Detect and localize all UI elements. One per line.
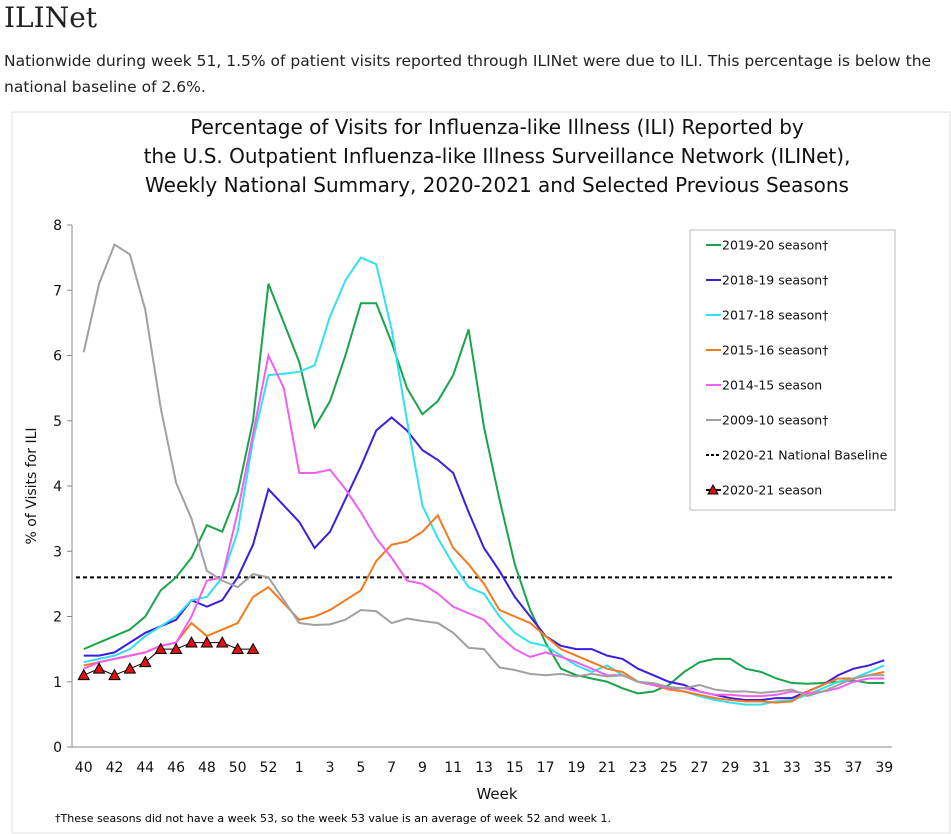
legend-label: 2020-21 season <box>722 483 822 498</box>
y-tick-label: 5 <box>53 414 62 430</box>
chart-frame <box>11 111 951 834</box>
series-line <box>83 256 885 706</box>
point-marker <box>185 636 198 648</box>
x-tick-label: 17 <box>537 760 555 776</box>
x-tick-label: 48 <box>198 760 216 776</box>
point-marker <box>77 668 91 681</box>
point-marker <box>154 642 168 655</box>
x-tick-label: 37 <box>845 760 863 776</box>
x-tick-label: 27 <box>691 760 709 776</box>
page-title: ILINet <box>4 1 98 34</box>
point-marker <box>246 642 260 655</box>
chart-title: Weekly National Summary, 2020-2021 and S… <box>145 173 849 197</box>
x-tick-label: 46 <box>167 760 185 776</box>
footnote: †These seasons did not have a week 53, s… <box>55 812 611 825</box>
x-tick-label: 31 <box>752 760 770 776</box>
x-tick-label: 39 <box>875 760 893 776</box>
x-tick-label: 19 <box>567 760 585 776</box>
y-axis-label: % of Visits for ILI <box>24 427 40 544</box>
legend-label: 2014-15 season <box>722 378 822 393</box>
point-marker <box>138 655 152 668</box>
x-tick-label: 15 <box>506 760 524 776</box>
y-tick-label: 1 <box>53 675 62 691</box>
legend-label: 2020-21 National Baseline <box>722 448 888 463</box>
series-line <box>82 243 885 698</box>
x-tick-label: 23 <box>629 760 647 776</box>
legend-box <box>689 229 896 511</box>
y-tick-label: 0 <box>53 740 62 756</box>
legend-label: 2015-16 season† <box>722 343 828 358</box>
summary: Nationwide during week 51, 1.5% of patie… <box>4 52 932 96</box>
legend-swatch <box>707 483 719 495</box>
point-marker <box>123 662 137 674</box>
x-tick-label: 44 <box>136 760 154 776</box>
x-tick-label: 11 <box>444 760 462 776</box>
x-tick-label: 50 <box>229 760 247 776</box>
x-tick-label: 52 <box>260 760 278 776</box>
point-marker <box>231 642 245 655</box>
x-axis-label: Week <box>476 785 517 803</box>
legend-label: 2019-20 season† <box>722 238 828 253</box>
y-tick-label: 8 <box>53 218 62 234</box>
chart-title: Percentage of Visits for Influenza-like … <box>190 115 804 139</box>
y-tick-label: 4 <box>53 479 62 495</box>
point-marker <box>200 636 214 648</box>
legend-label: 2018-19 season† <box>722 273 828 288</box>
x-tick-label: 13 <box>475 760 493 776</box>
x-tick-label: 33 <box>783 760 801 776</box>
point-marker <box>92 662 106 674</box>
x-tick-label: 21 <box>598 760 616 776</box>
legend-label: 2017-18 season† <box>722 308 828 323</box>
point-marker <box>108 668 121 681</box>
series-line <box>83 283 885 695</box>
x-tick-label: 42 <box>106 760 124 776</box>
x-tick-label: 9 <box>418 760 427 776</box>
point-marker <box>169 642 183 655</box>
x-tick-label: 25 <box>660 760 678 776</box>
legend-label: 2009-10 season† <box>722 413 828 428</box>
series-line <box>83 416 885 702</box>
x-tick-label: 3 <box>326 760 335 776</box>
x-tick-label: 29 <box>721 760 739 776</box>
chart-title: the U.S. Outpatient Influenza-like Illne… <box>144 144 851 168</box>
x-tick-label: 5 <box>356 760 365 776</box>
series-line <box>83 513 885 704</box>
y-tick-label: 6 <box>53 349 62 365</box>
x-tick-label: 40 <box>75 760 93 776</box>
y-tick-label: 2 <box>53 610 62 626</box>
x-tick-label: 35 <box>814 760 832 776</box>
y-tick-label: 7 <box>53 283 62 299</box>
y-tick-label: 3 <box>53 544 62 560</box>
point-marker <box>215 636 229 648</box>
x-tick-label: 7 <box>387 760 396 776</box>
x-tick-label: 1 <box>295 760 304 776</box>
chart: Percentage of Visits for Influenza-like … <box>11 111 951 834</box>
